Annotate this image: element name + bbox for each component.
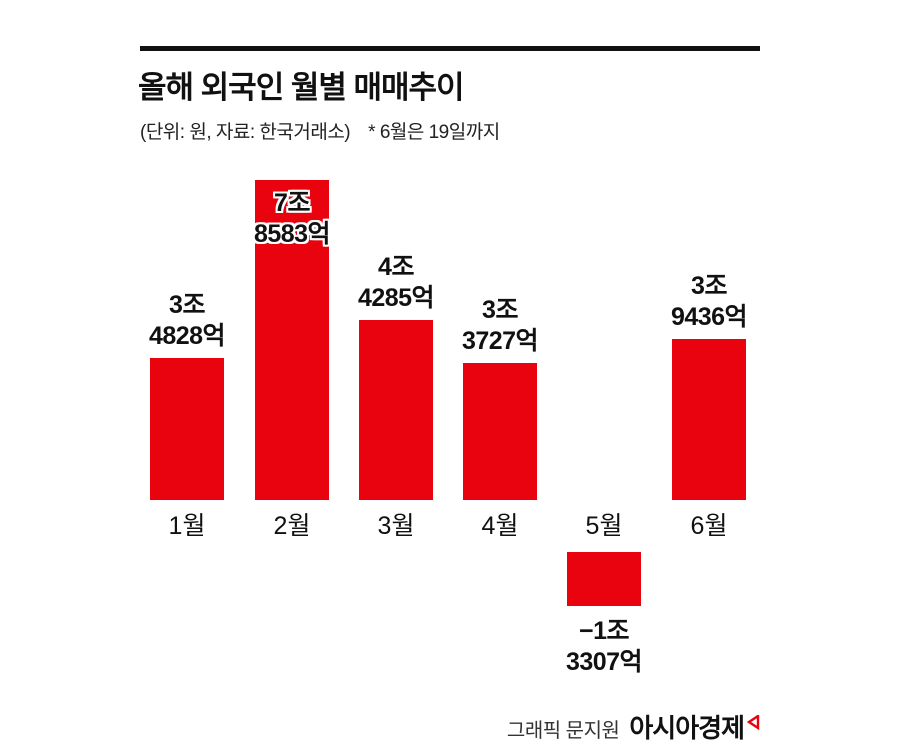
axis-label-jun: 6월 <box>690 512 728 540</box>
graphic-credit-label: 그래픽 문지원 <box>506 720 620 742</box>
value-label-line: 4828억 <box>148 322 226 350</box>
bar-may <box>567 552 641 606</box>
value-label-line: 3727억 <box>461 327 539 355</box>
value-label-jun: 3조 9436억 <box>629 271 789 333</box>
value-label-apr: 3조 3727억 <box>420 295 580 357</box>
value-label-line: 7조 <box>274 189 310 217</box>
value-label-line: 3조 <box>691 272 727 300</box>
value-label-may: −1조 3307억 <box>524 616 684 678</box>
value-label-line: 9436억 <box>670 303 748 331</box>
chart-title: 올해 외국인 월별 매매추이 <box>138 70 465 105</box>
axis-label-feb: 2월 <box>273 512 311 540</box>
bar-jun <box>672 339 746 500</box>
footnote-label: * 6월은 19일까지 <box>368 122 500 143</box>
brand-logo-icon <box>746 706 760 737</box>
value-label-line: 3307억 <box>565 648 643 676</box>
bar-jan <box>150 358 224 500</box>
axis-label-apr: 4월 <box>481 512 519 540</box>
bar-apr <box>463 363 537 500</box>
value-label-mar: 4조 4285억 <box>316 252 476 314</box>
footer-credit: 그래픽 문지원 아시아경제 <box>507 708 760 745</box>
bar-feb <box>255 180 329 500</box>
axis-label-mar: 3월 <box>377 512 415 540</box>
brand-wordmark: 아시아경제 <box>629 708 760 745</box>
axis-label-jan: 1월 <box>168 512 206 540</box>
value-label-line: 4285억 <box>357 284 435 312</box>
value-label-line: 4조 <box>378 253 414 281</box>
value-label-line: 8583억 <box>253 220 331 248</box>
brand-name-label: 아시아경제 <box>629 713 745 743</box>
value-label-line: 3조 <box>169 291 205 319</box>
top-rule <box>140 46 760 51</box>
unit-source-label: (단위: 원, 자료: 한국거래소) <box>140 122 351 143</box>
chart-subtitle-row: (단위: 원, 자료: 한국거래소) * 6월은 19일까지 <box>140 117 500 144</box>
axis-label-may: 5월 <box>585 512 623 540</box>
value-label-line: −1조 <box>578 617 630 645</box>
value-label-line: 3조 <box>482 296 518 324</box>
bar-mar <box>359 320 433 500</box>
value-label-feb: 7조 8583억 <box>212 188 372 250</box>
value-label-jan: 3조 4828억 <box>107 290 267 352</box>
